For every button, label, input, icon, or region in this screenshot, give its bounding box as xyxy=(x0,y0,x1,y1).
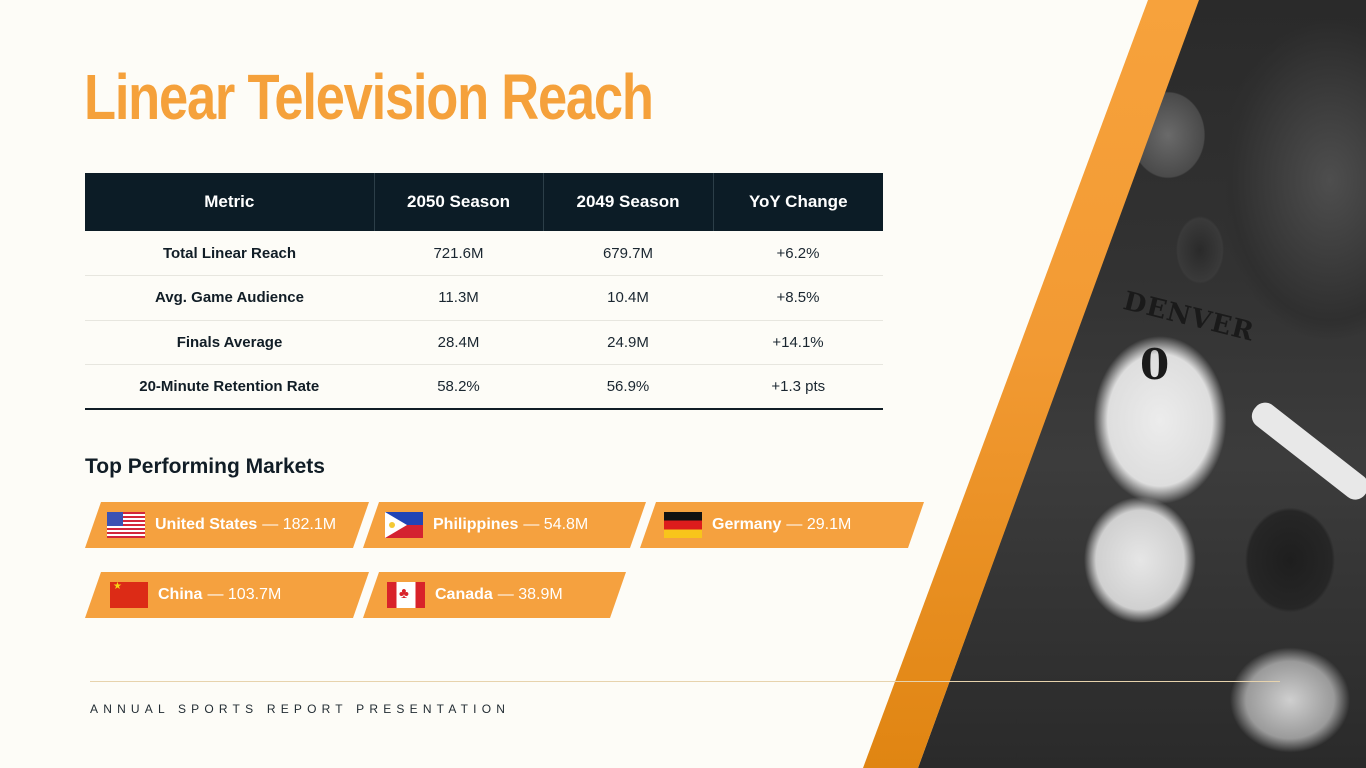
jersey-text: DENVER xyxy=(1120,286,1258,348)
market-country: China xyxy=(158,586,203,603)
table-row: Avg. Game Audience 11.3M 10.4M +8.5% xyxy=(85,275,883,321)
market-tag-germany: Germany — 29.1M xyxy=(640,502,924,548)
market-country: United States xyxy=(155,516,258,533)
table-row: 20-Minute Retention Rate 58.2% 56.9% +1.… xyxy=(85,364,883,410)
player-arm xyxy=(1246,397,1366,505)
yoy-change: +14.1% xyxy=(713,320,883,365)
germany-flag-icon xyxy=(664,512,702,538)
header-yoy-change: YoY Change xyxy=(713,173,883,231)
value-2049: 10.4M xyxy=(543,275,713,321)
header-2049-season: 2049 Season xyxy=(543,173,714,231)
metric-name: Avg. Game Audience xyxy=(85,275,374,321)
us-flag-icon xyxy=(107,512,145,538)
header-2050-season: 2050 Season xyxy=(374,173,544,231)
value-2050: 11.3M xyxy=(374,275,543,321)
jersey-number: 0 xyxy=(1140,340,1170,389)
market-country: Germany xyxy=(712,516,782,533)
value-2050: 721.6M xyxy=(374,231,543,276)
table-row: Finals Average 28.4M 24.9M +14.1% xyxy=(85,320,883,365)
yoy-change: +8.5% xyxy=(713,275,883,321)
metric-name: Total Linear Reach xyxy=(85,231,374,276)
market-value: — 182.1M xyxy=(262,516,337,533)
market-tag-philippines: Philippines — 54.8M xyxy=(363,502,646,548)
footer-label: ANNUAL SPORTS REPORT PRESENTATION xyxy=(90,702,511,716)
market-value: — 38.9M xyxy=(497,586,563,603)
value-2050: 58.2% xyxy=(373,364,543,410)
canada-flag-icon xyxy=(387,582,425,608)
market-value: — 29.1M xyxy=(786,516,852,533)
market-tag-canada: Canada — 38.9M xyxy=(363,572,626,618)
page-title: Linear Television Reach xyxy=(84,61,654,133)
footer-divider xyxy=(90,681,1280,682)
table-row: Total Linear Reach 721.6M 679.7M +6.2% xyxy=(85,231,883,276)
market-value: — 54.8M xyxy=(523,516,589,533)
table-header-row: Metric 2050 Season 2049 Season YoY Chang… xyxy=(85,173,883,231)
market-tag-china: China — 103.7M xyxy=(85,572,369,618)
market-country: Philippines xyxy=(433,516,519,533)
china-flag-icon xyxy=(110,582,148,608)
market-tag-united-states: United States — 182.1M xyxy=(85,502,369,548)
value-2050: 28.4M xyxy=(374,320,543,365)
header-metric: Metric xyxy=(85,173,375,231)
value-2049: 56.9% xyxy=(542,364,713,410)
metric-name: Finals Average xyxy=(85,320,374,365)
value-2049: 24.9M xyxy=(543,320,713,365)
philippines-flag-icon xyxy=(385,512,423,538)
metric-name: 20-Minute Retention Rate xyxy=(85,364,374,410)
metrics-table: Metric 2050 Season 2049 Season YoY Chang… xyxy=(85,173,883,410)
yoy-change: +6.2% xyxy=(713,231,883,276)
yoy-change: +1.3 pts xyxy=(712,364,883,410)
value-2049: 679.7M xyxy=(543,231,713,276)
markets-heading: Top Performing Markets xyxy=(85,455,325,478)
market-country: Canada xyxy=(435,586,493,603)
market-value: — 103.7M xyxy=(207,586,282,603)
